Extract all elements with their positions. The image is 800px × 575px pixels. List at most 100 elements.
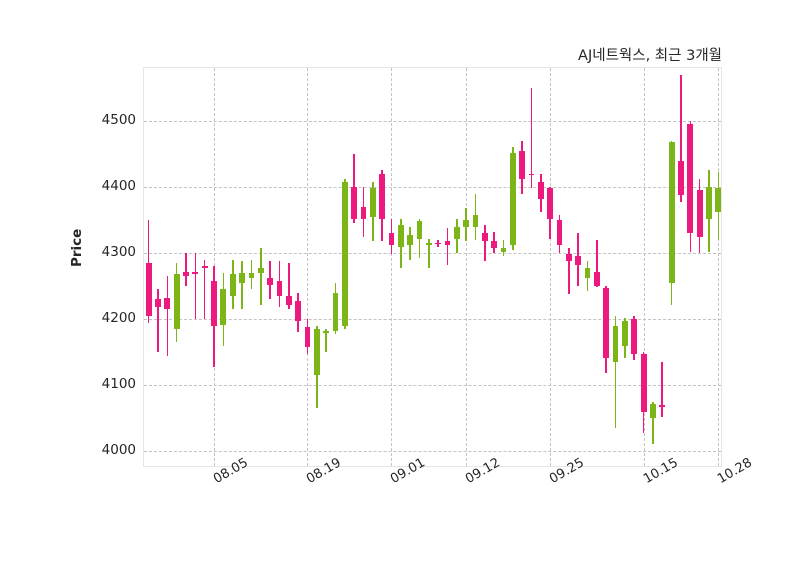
candle-wick	[259, 247, 262, 305]
gridline-vertical	[466, 68, 468, 466]
candle-body	[211, 280, 217, 326]
candle-body	[229, 274, 236, 297]
candle-body	[369, 188, 376, 217]
candle-wick	[166, 276, 169, 356]
candle-body	[285, 296, 292, 305]
candle-body	[183, 271, 189, 276]
candle-body	[603, 287, 610, 358]
candle-body	[519, 150, 526, 180]
candle-body	[257, 267, 264, 273]
candle-body	[267, 278, 273, 285]
x-axis-tick-label: 09.25	[547, 455, 587, 487]
candle-body	[379, 173, 386, 219]
candle-body	[566, 254, 572, 262]
candle-body	[341, 181, 348, 326]
candle-body	[528, 173, 535, 176]
candle-body	[678, 160, 684, 195]
x-axis-tick-label: 08.19	[304, 455, 345, 487]
candle-wick	[446, 228, 449, 266]
gridline-horizontal	[144, 187, 721, 188]
candle-body	[397, 225, 404, 247]
candle-wick	[287, 263, 290, 310]
candle-wick	[157, 289, 159, 353]
plot-clip	[144, 68, 721, 466]
candle-body	[650, 403, 656, 419]
y-axis-tick-label: 4300	[101, 244, 136, 261]
candle-body	[220, 289, 227, 325]
candle-wick	[418, 218, 421, 259]
gridline-horizontal	[144, 120, 721, 122]
gridline-vertical	[391, 68, 393, 466]
candle-body	[509, 152, 516, 246]
x-axis-tick-label: 10.28	[715, 455, 756, 487]
candle-body	[463, 220, 470, 227]
gridline-vertical	[550, 68, 552, 466]
candle-wick	[194, 253, 197, 320]
candle-body	[575, 256, 582, 266]
candle-wick	[203, 259, 206, 320]
candle-body	[556, 220, 563, 246]
y-axis-tick-label: 4400	[101, 178, 136, 194]
candle-wick	[680, 74, 682, 202]
candle-wick	[614, 315, 617, 429]
candle-body	[584, 267, 591, 279]
candle-body	[201, 266, 208, 268]
candle-wick	[596, 239, 598, 288]
candle-body	[481, 233, 488, 242]
candle-body	[192, 271, 199, 275]
candle-body	[248, 272, 255, 279]
candle-body	[351, 187, 357, 219]
gridline-horizontal	[144, 319, 721, 321]
candle-wick	[484, 225, 486, 262]
candle-body	[622, 320, 628, 346]
candle-body	[304, 327, 311, 347]
candle-wick	[428, 238, 430, 268]
candle-wick	[652, 401, 654, 444]
candle-body	[640, 353, 647, 412]
y-axis-label: Price	[69, 228, 85, 267]
candle-body	[594, 271, 600, 287]
candle-wick	[661, 362, 664, 418]
candle-body	[360, 206, 367, 219]
plot-area	[143, 67, 722, 467]
candle-body	[715, 188, 721, 213]
candle-body	[332, 292, 339, 332]
gridline-vertical	[718, 68, 720, 466]
candle-body	[276, 280, 283, 297]
candle-body	[164, 298, 171, 310]
x-axis-tick-labels: 08.05 08.19 09.01 09.12 09.25 10.15 10.28	[143, 455, 756, 534]
candle-body	[631, 319, 638, 354]
candle-wick	[185, 253, 187, 287]
candle-body	[416, 221, 423, 239]
candle-body	[538, 181, 544, 199]
candle-body	[444, 241, 451, 246]
candle-body	[668, 142, 675, 283]
candle-body	[472, 214, 479, 227]
gridline-horizontal	[144, 253, 721, 255]
candle-wick	[325, 329, 327, 353]
candle-body	[659, 405, 666, 407]
candle-body	[547, 188, 554, 219]
y-axis-tick-labels: 4000 4100 4200 4300 4400 4500	[88, 67, 136, 467]
candle-body	[239, 272, 245, 283]
candle-body	[388, 233, 395, 246]
x-axis-tick-label: 08.05	[211, 455, 251, 487]
gridline-vertical	[643, 68, 645, 466]
candle-body	[453, 226, 460, 239]
candle-body	[696, 190, 703, 237]
y-axis-tick-label: 4500	[101, 111, 136, 128]
candle-body	[407, 234, 414, 246]
candle-body	[491, 241, 498, 248]
candle-body	[173, 274, 180, 330]
candle-body	[612, 325, 619, 363]
chart-title: AJ네트웍스, 최근 3개월	[578, 48, 722, 64]
candle-body	[145, 263, 152, 316]
candle-wick	[241, 261, 243, 310]
candle-body	[500, 247, 507, 252]
x-axis-tick-label: 10.15	[640, 455, 681, 487]
x-axis-tick-label: 09.12	[463, 455, 503, 487]
x-axis-tick-label: 09.01	[388, 455, 429, 487]
candle-body	[687, 124, 694, 234]
candle-body	[435, 242, 442, 245]
